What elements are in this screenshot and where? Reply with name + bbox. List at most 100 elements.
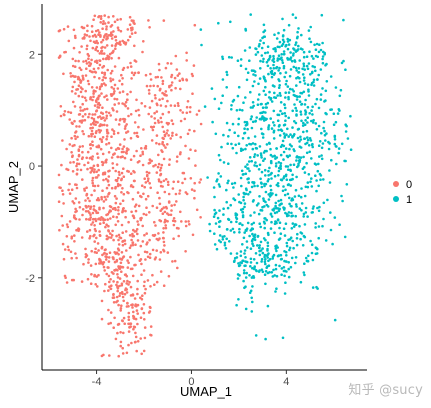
scatter-point-cluster-0 xyxy=(161,236,165,240)
scatter-point-cluster-0 xyxy=(73,119,76,123)
scatter-point-cluster-0 xyxy=(92,205,96,208)
scatter-point-cluster-1 xyxy=(244,187,248,190)
scatter-point-cluster-0 xyxy=(126,266,130,269)
scatter-point-cluster-0 xyxy=(129,244,133,247)
scatter-point-cluster-0 xyxy=(195,113,199,116)
scatter-point-cluster-0 xyxy=(122,299,125,303)
scatter-point-cluster-0 xyxy=(190,72,194,76)
scatter-point-cluster-1 xyxy=(260,156,263,159)
scatter-point-cluster-1 xyxy=(253,233,257,236)
scatter-point-cluster-0 xyxy=(95,100,98,104)
scatter-point-cluster-1 xyxy=(249,257,253,261)
scatter-point-cluster-1 xyxy=(255,116,258,119)
scatter-point-cluster-1 xyxy=(289,169,293,172)
scatter-point-cluster-1 xyxy=(229,203,232,207)
scatter-point-cluster-0 xyxy=(101,27,104,31)
scatter-point-cluster-0 xyxy=(172,237,175,240)
scatter-point-cluster-0 xyxy=(94,219,98,223)
scatter-point-cluster-0 xyxy=(71,122,74,125)
scatter-point-cluster-1 xyxy=(285,254,288,257)
scatter-point-cluster-1 xyxy=(260,46,264,50)
scatter-point-cluster-0 xyxy=(131,185,135,189)
scatter-point-cluster-1 xyxy=(295,76,298,80)
scatter-point-cluster-1 xyxy=(267,252,270,255)
scatter-point-cluster-0 xyxy=(90,116,94,120)
scatter-point-cluster-0 xyxy=(161,140,164,144)
scatter-point-cluster-0 xyxy=(82,262,85,266)
scatter-point-cluster-1 xyxy=(303,262,306,266)
scatter-point-cluster-0 xyxy=(114,208,117,212)
scatter-point-cluster-0 xyxy=(63,248,67,251)
scatter-point-cluster-0 xyxy=(161,212,165,215)
scatter-point-cluster-0 xyxy=(191,92,194,95)
scatter-point-cluster-1 xyxy=(272,57,276,60)
scatter-point-cluster-1 xyxy=(291,197,294,200)
scatter-point-cluster-1 xyxy=(296,136,300,140)
scatter-point-cluster-1 xyxy=(259,249,263,252)
scatter-point-cluster-0 xyxy=(107,289,110,292)
scatter-point-cluster-0 xyxy=(141,150,144,154)
scatter-point-cluster-0 xyxy=(164,224,167,227)
scatter-point-cluster-1 xyxy=(253,153,257,156)
scatter-point-cluster-1 xyxy=(300,102,304,106)
scatter-point-cluster-1 xyxy=(273,174,277,178)
scatter-point-cluster-0 xyxy=(89,216,92,219)
scatter-point-cluster-1 xyxy=(317,124,321,128)
scatter-point-cluster-0 xyxy=(74,197,78,200)
scatter-point-cluster-0 xyxy=(103,269,106,272)
scatter-point-cluster-1 xyxy=(218,225,221,228)
scatter-point-cluster-1 xyxy=(263,76,266,80)
scatter-point-cluster-1 xyxy=(250,228,253,231)
scatter-point-cluster-1 xyxy=(273,33,276,36)
scatter-point-cluster-1 xyxy=(260,170,264,174)
scatter-point-cluster-0 xyxy=(186,132,190,136)
scatter-point-cluster-1 xyxy=(290,214,293,218)
scatter-point-cluster-0 xyxy=(78,125,81,128)
scatter-point-cluster-0 xyxy=(123,322,126,326)
scatter-point-cluster-1 xyxy=(242,271,246,275)
scatter-point-cluster-1 xyxy=(330,158,333,162)
scatter-point-cluster-0 xyxy=(85,206,88,209)
scatter-point-cluster-0 xyxy=(70,90,74,93)
scatter-point-cluster-0 xyxy=(132,154,136,158)
scatter-point-cluster-1 xyxy=(273,47,277,50)
scatter-point-cluster-0 xyxy=(129,322,133,326)
scatter-point-cluster-1 xyxy=(288,147,291,151)
scatter-point-cluster-0 xyxy=(90,134,93,138)
scatter-point-cluster-0 xyxy=(194,149,197,152)
scatter-point-cluster-0 xyxy=(79,106,82,109)
scatter-point-cluster-0 xyxy=(124,215,127,219)
scatter-point-cluster-0 xyxy=(69,111,73,114)
scatter-point-cluster-1 xyxy=(306,136,309,139)
scatter-point-cluster-0 xyxy=(185,51,188,55)
scatter-point-cluster-1 xyxy=(247,193,250,196)
scatter-point-cluster-1 xyxy=(249,289,253,293)
scatter-point-cluster-0 xyxy=(96,121,99,124)
scatter-point-cluster-0 xyxy=(162,179,166,183)
scatter-point-cluster-1 xyxy=(258,195,261,198)
scatter-point-cluster-0 xyxy=(130,210,133,214)
scatter-point-cluster-1 xyxy=(285,244,289,248)
scatter-point-cluster-1 xyxy=(299,110,303,113)
scatter-point-cluster-1 xyxy=(338,94,342,98)
scatter-point-cluster-1 xyxy=(349,114,352,118)
scatter-point-cluster-1 xyxy=(227,162,230,165)
scatter-point-cluster-1 xyxy=(267,169,270,173)
scatter-point-cluster-1 xyxy=(318,155,321,158)
scatter-point-cluster-0 xyxy=(149,333,152,337)
scatter-point-cluster-1 xyxy=(279,258,283,261)
scatter-point-cluster-1 xyxy=(259,152,263,155)
scatter-point-cluster-0 xyxy=(61,224,64,227)
scatter-point-cluster-1 xyxy=(254,74,257,77)
scatter-point-cluster-0 xyxy=(120,270,123,274)
scatter-point-cluster-1 xyxy=(295,69,299,72)
scatter-point-cluster-0 xyxy=(160,163,164,167)
scatter-point-cluster-1 xyxy=(251,242,254,245)
scatter-point-cluster-1 xyxy=(259,240,263,244)
scatter-point-cluster-0 xyxy=(118,294,121,298)
scatter-point-cluster-0 xyxy=(169,104,173,107)
scatter-point-cluster-0 xyxy=(143,326,147,329)
scatter-point-cluster-0 xyxy=(96,163,99,167)
scatter-point-cluster-0 xyxy=(108,52,112,56)
scatter-point-cluster-1 xyxy=(303,82,307,85)
